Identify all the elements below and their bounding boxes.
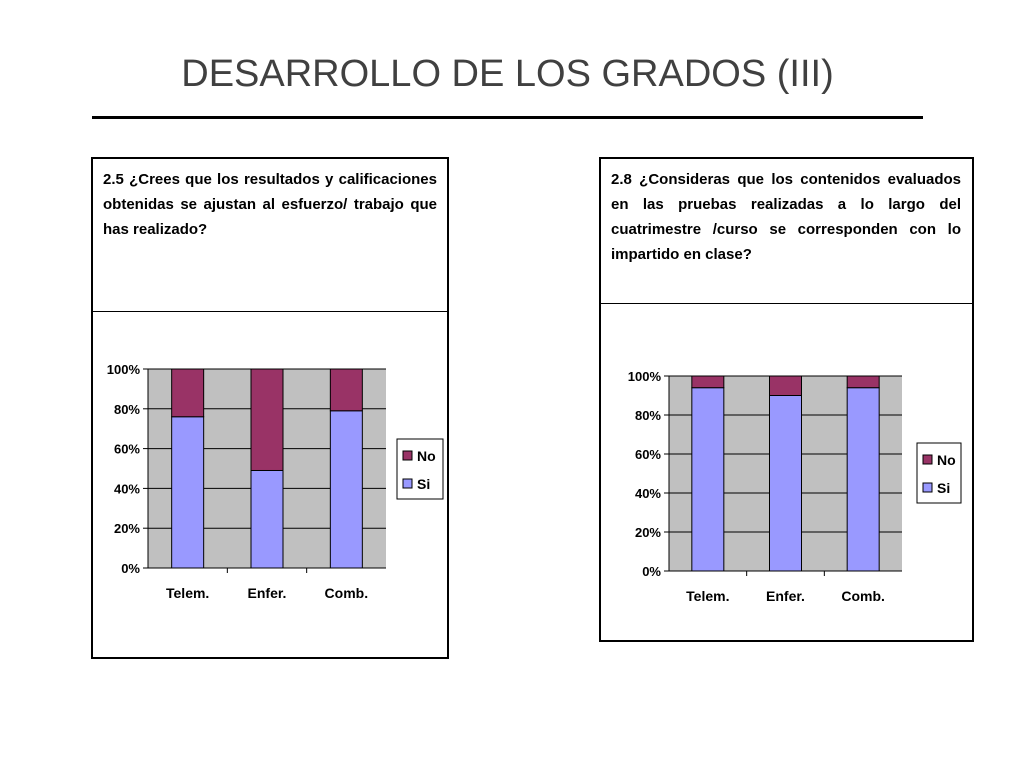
y-tick-label: 80% bbox=[114, 402, 140, 417]
slide-title: DESARROLLO DE LOS GRADOS (III) bbox=[181, 53, 834, 95]
question-text: 2.5 ¿Crees que los resultados y califica… bbox=[103, 171, 437, 238]
y-tick-label: 40% bbox=[635, 486, 661, 501]
bar-si-comb bbox=[329, 410, 363, 569]
panel-divider bbox=[93, 311, 447, 312]
bar-si-telem bbox=[171, 416, 205, 569]
bar-no-comb bbox=[329, 368, 363, 412]
y-tick-label: 60% bbox=[114, 442, 140, 457]
title-underline bbox=[92, 116, 923, 119]
y-tick-label: 20% bbox=[635, 525, 661, 540]
bar-no-telem bbox=[171, 368, 205, 418]
legend-label: Si bbox=[417, 476, 430, 492]
question-panel-2-8: 2.8 ¿Consideras que los contenidos evalu… bbox=[599, 157, 974, 642]
legend bbox=[396, 438, 444, 500]
bar-si-enfer bbox=[769, 395, 802, 572]
y-tick-label: 60% bbox=[635, 447, 661, 462]
bar-si-comb bbox=[846, 387, 880, 572]
y-tick-label: 40% bbox=[114, 481, 140, 496]
bar-no-enfer bbox=[769, 375, 802, 396]
legend-label: No bbox=[937, 452, 956, 468]
legend-swatch bbox=[922, 482, 933, 493]
y-tick-label: 0% bbox=[642, 564, 661, 579]
legend bbox=[916, 442, 962, 504]
legend-label: No bbox=[417, 448, 436, 464]
bar-no-enfer bbox=[250, 368, 284, 471]
bar-no-telem bbox=[691, 375, 725, 389]
legend-swatch bbox=[402, 478, 413, 489]
y-tick-label: 0% bbox=[121, 561, 140, 576]
y-tick-label: 100% bbox=[628, 369, 662, 384]
legend-label: Si bbox=[937, 480, 950, 496]
bar-si-telem bbox=[691, 387, 725, 572]
x-tick-label: Telem. bbox=[686, 588, 729, 604]
panel-divider bbox=[601, 303, 972, 304]
x-tick-label: Comb. bbox=[841, 588, 885, 604]
question-text: 2.8 ¿Consideras que los contenidos evalu… bbox=[611, 171, 961, 263]
stacked-bar-chart: 0% 20% 40% 60% 80% 100% Telem. Enfer. Comb. No Si bbox=[628, 369, 962, 604]
bar-no-comb bbox=[846, 375, 880, 389]
y-tick-label: 80% bbox=[635, 408, 661, 423]
x-tick-label: Telem. bbox=[166, 585, 209, 601]
y-tick-label: 20% bbox=[114, 521, 140, 536]
x-tick-label: Comb. bbox=[325, 585, 369, 601]
stacked-bar-chart: 0% 20% 40% 60% 80% 100% Telem. Enfer. Comb. No Si bbox=[107, 362, 444, 601]
x-tick-label: Enfer. bbox=[766, 588, 805, 604]
y-tick-label: 100% bbox=[107, 362, 141, 377]
x-tick-label: Enfer. bbox=[248, 585, 287, 601]
bar-si-enfer bbox=[250, 469, 284, 569]
legend-swatch bbox=[402, 450, 413, 461]
question-panel-2-5: 2.5 ¿Crees que los resultados y califica… bbox=[91, 157, 449, 659]
legend-swatch bbox=[922, 454, 933, 465]
